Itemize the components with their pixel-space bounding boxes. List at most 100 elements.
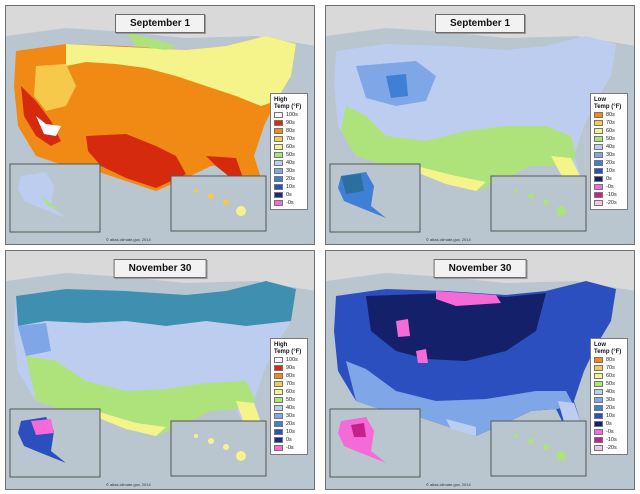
legend-label: 20s	[606, 160, 615, 166]
legend-label: 60s	[286, 389, 295, 395]
legend-label: 70s	[286, 381, 295, 387]
legend-entry: 100s	[274, 356, 304, 364]
legend-entry: 10s	[274, 183, 304, 191]
legend-entry: 20s	[594, 404, 624, 412]
legend-label: -0s	[606, 429, 614, 435]
legend-label: 30s	[286, 413, 295, 419]
legend-rows: 100s 90s 80s 70s 60s 50s 40s 30s 20s 10s 0s -0s	[274, 111, 304, 207]
legend-swatch	[594, 397, 603, 403]
legend-entry: -0s	[274, 199, 304, 207]
legend-swatch	[274, 389, 283, 395]
legend-entry: 10s	[594, 412, 624, 420]
legend-swatch	[274, 413, 283, 419]
legend-label: -0s	[286, 200, 294, 206]
legend-swatch	[594, 128, 603, 134]
legend-swatch	[274, 445, 283, 451]
credit-text: © atlas.climate.gov, 2014	[426, 237, 471, 242]
legend-label: 80s	[286, 373, 295, 379]
legend-rows: 80s 70s 60s 50s 40s 30s 20s 10s 0s -0s -10s -20s	[594, 111, 624, 207]
legend-entry: 70s	[594, 364, 624, 372]
legend-label: 70s	[606, 120, 615, 126]
legend-entry: 0s	[594, 420, 624, 428]
legend-label: -10s	[606, 437, 617, 443]
legend-entry: 60s	[594, 127, 624, 135]
temperature-map	[6, 251, 314, 489]
legend-swatch	[274, 373, 283, 379]
legend-swatch	[594, 437, 603, 443]
legend-swatch	[274, 160, 283, 166]
legend-label: -20s	[606, 445, 617, 451]
legend-swatch	[274, 365, 283, 371]
legend-title-line1: Low	[594, 342, 606, 348]
map-panel-sept-high: September 1 High Temp (°F) 100s 90s 80s 70s…	[5, 5, 315, 245]
legend-swatch	[274, 405, 283, 411]
legend-entry: 70s	[274, 380, 304, 388]
legend-rows: 80s 70s 60s 50s 40s 30s 20s 10s 0s -0s -10s -20s	[594, 356, 624, 452]
panel-title: September 1	[434, 14, 526, 33]
credit-text: © atlas.climate.gov, 2014	[426, 482, 471, 487]
legend-label: 0s	[286, 192, 292, 198]
legend-rows: 100s 90s 80s 70s 60s 50s 40s 30s 20s 10s 0s -0s	[274, 356, 304, 452]
legend-entry: -10s	[594, 191, 624, 199]
legend-entry: -0s	[274, 444, 304, 452]
legend-title-line1: High	[274, 342, 288, 348]
panel-title: November 30	[113, 259, 207, 278]
temperature-map	[6, 6, 314, 244]
legend-label: 10s	[286, 184, 295, 190]
legend-label: 50s	[286, 152, 295, 158]
legend-entry: 90s	[274, 364, 304, 372]
legend-swatch	[594, 445, 603, 451]
legend-label: 10s	[286, 429, 295, 435]
legend-label: 0s	[606, 176, 612, 182]
legend-entry: 80s	[594, 356, 624, 364]
legend-label: -10s	[606, 192, 617, 198]
legend-entry: -0s	[594, 428, 624, 436]
legend-entry: 50s	[274, 151, 304, 159]
legend-swatch	[274, 357, 283, 363]
legend-entry: 60s	[274, 143, 304, 151]
legend-label: 90s	[286, 120, 295, 126]
legend-entry: 0s	[594, 175, 624, 183]
legend-label: 80s	[606, 357, 615, 363]
legend-label: 40s	[606, 389, 615, 395]
panel-title: September 1	[114, 14, 206, 33]
legend-entry: 20s	[594, 159, 624, 167]
credit-text: © atlas.climate.gov, 2014	[106, 482, 151, 487]
legend-swatch	[594, 168, 603, 174]
legend-swatch	[594, 421, 603, 427]
legend-swatch	[274, 136, 283, 142]
legend-entry: 100s	[274, 111, 304, 119]
map-panel-nov-high: November 30 High Temp (°F) 100s 90s 80s 70s…	[5, 250, 315, 490]
legend-entry: 80s	[274, 127, 304, 135]
legend-entry: 30s	[594, 151, 624, 159]
legend-swatch	[594, 405, 603, 411]
legend-swatch	[274, 397, 283, 403]
legend-swatch	[594, 184, 603, 190]
legend-label: 10s	[606, 168, 615, 174]
legend-label: 60s	[286, 144, 295, 150]
map-panel-nov-low: November 30 Low Temp (°F) 80s 70s 60s 50s 40…	[325, 250, 635, 490]
panel-title: November 30	[433, 259, 527, 278]
legend-entry: -10s	[594, 436, 624, 444]
legend-label: 50s	[606, 381, 615, 387]
legend-entry: 0s	[274, 436, 304, 444]
legend-entry: -20s	[594, 199, 624, 207]
legend-entry: -0s	[594, 183, 624, 191]
legend-entry: 90s	[274, 119, 304, 127]
legend-swatch	[274, 192, 283, 198]
legend-label: 80s	[286, 128, 295, 134]
legend-swatch	[274, 112, 283, 118]
legend-swatch	[594, 373, 603, 379]
legend-label: 30s	[286, 168, 295, 174]
legend-label: -20s	[606, 200, 617, 206]
legend-label: 20s	[286, 421, 295, 427]
legend-entry: 60s	[274, 388, 304, 396]
legend-entry: 70s	[274, 135, 304, 143]
legend-entry: 80s	[274, 372, 304, 380]
legend-swatch	[274, 381, 283, 387]
legend-swatch	[274, 120, 283, 126]
legend-swatch	[274, 144, 283, 150]
legend-swatch	[594, 152, 603, 158]
legend-title-line1: Low	[594, 97, 606, 103]
legend-entry: 50s	[274, 396, 304, 404]
